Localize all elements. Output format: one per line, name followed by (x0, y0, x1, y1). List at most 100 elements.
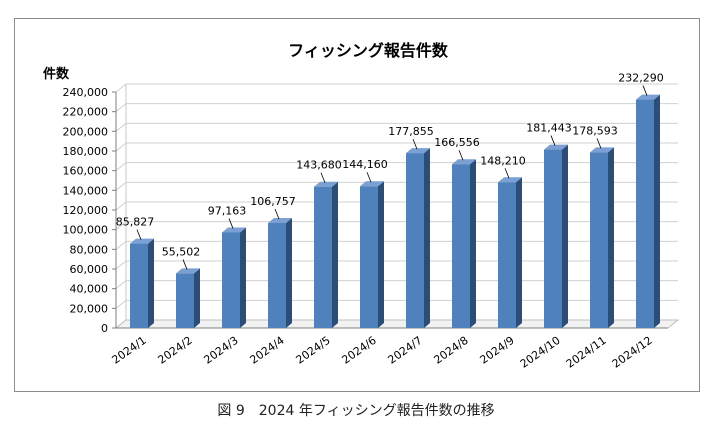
data-label-leader (320, 172, 326, 183)
figure-caption: 図 9 2024 年フィッシング報告件数の推移 (217, 403, 495, 419)
data-label: 148,210 (480, 154, 526, 167)
gridline-side (115, 83, 127, 93)
bar-top (452, 159, 476, 165)
bar (406, 148, 430, 328)
bar-top (498, 177, 522, 183)
chart-title: フィッシング報告件数 (288, 41, 449, 60)
bar-top (222, 227, 246, 233)
bar-side (562, 144, 568, 328)
y-tick-label: 160,000 (63, 165, 109, 178)
gridline-side (115, 122, 127, 132)
bar-front (544, 149, 562, 328)
data-label: 181,443 (526, 122, 572, 135)
gridline-side (115, 103, 127, 113)
data-label: 85,827 (116, 216, 155, 229)
y-tick-label: 200,000 (63, 125, 109, 138)
gridline-side (115, 201, 127, 211)
bar (360, 181, 384, 328)
data-label-leader (182, 259, 188, 270)
data-label-leader (274, 208, 280, 220)
x-tick-label: 2024/4 (248, 334, 287, 367)
bar-side (516, 177, 522, 328)
y-tick-label: 80,000 (70, 243, 109, 256)
data-label-leader (596, 138, 602, 149)
data-label: 55,502 (162, 245, 201, 258)
data-label: 97,163 (208, 204, 247, 217)
y-tick-label: 20,000 (70, 302, 109, 315)
bar-front (314, 186, 332, 328)
x-tick-label: 2024/1 (110, 334, 149, 367)
data-label-leader (642, 85, 648, 96)
chart-frame (14, 18, 700, 392)
y-tick-label: 140,000 (63, 184, 109, 197)
bar-front (268, 223, 286, 328)
x-tick-label: 2024/2 (156, 334, 195, 367)
x-tick-label: 2024/10 (518, 334, 563, 371)
bar-top (636, 94, 660, 100)
bar (636, 94, 660, 328)
y-tick-label: 120,000 (63, 204, 109, 217)
bar (544, 144, 568, 328)
bar-chart: 0 20,000 40,000 60,000 80,000 100,000 120,000 1… (43, 41, 680, 371)
bar-front (452, 164, 470, 328)
bar-top (360, 181, 384, 187)
data-label: 144,160 (342, 158, 388, 171)
bar (176, 268, 200, 328)
x-tick-label: 2024/12 (610, 334, 655, 371)
gridline-side (115, 299, 127, 309)
x-tick-label: 2024/9 (478, 334, 517, 367)
bar (130, 238, 154, 328)
x-tick-label: 2024/3 (202, 334, 241, 367)
bar-front (222, 232, 240, 328)
gridline-side (115, 162, 127, 172)
bar-side (194, 268, 200, 328)
bar-top (590, 147, 614, 153)
bar-side (470, 159, 476, 328)
y-axis-title: 件数 (43, 66, 70, 82)
bar (590, 147, 614, 328)
data-label: 166,556 (434, 136, 480, 149)
data-label: 106,757 (250, 195, 296, 208)
bar-top (314, 181, 338, 187)
gridline-side (115, 221, 127, 231)
y-tick-label: 100,000 (63, 224, 109, 237)
bar (452, 159, 476, 328)
bar-front (590, 152, 608, 328)
bar-side (148, 238, 154, 328)
bar-top (268, 218, 292, 224)
y-tick-label: 40,000 (70, 283, 109, 296)
data-label-leader (458, 150, 464, 161)
bar-side (378, 181, 384, 328)
bar-front (130, 243, 148, 328)
bar-top (406, 148, 430, 154)
gridline-side (115, 280, 127, 290)
bar-top (130, 238, 154, 244)
bar-front (360, 186, 378, 328)
y-tick-label: 60,000 (70, 263, 109, 276)
grid-layer (114, 83, 680, 329)
data-label: 177,855 (388, 125, 434, 138)
bar-front (498, 182, 516, 328)
bar-side (286, 218, 292, 328)
bar-front (176, 273, 194, 328)
x-tick-label: 2024/5 (294, 334, 333, 367)
gridline-side (115, 181, 127, 191)
bar-top (176, 268, 200, 274)
bar-front (406, 153, 424, 328)
bar (314, 181, 338, 328)
bar-side (240, 227, 246, 328)
y-tick-label: 220,000 (63, 106, 109, 119)
gridline-side (115, 142, 127, 152)
data-label: 178,593 (572, 124, 618, 137)
bar-layer (130, 94, 660, 328)
gridline-side (115, 260, 127, 270)
data-label: 232,290 (618, 72, 664, 85)
x-tick-label: 2024/7 (386, 334, 425, 367)
data-label-leader (412, 138, 418, 150)
data-label-leader (366, 172, 372, 183)
y-tick-label: 240,000 (63, 86, 109, 99)
bar (222, 227, 246, 328)
data-label: 143,680 (296, 159, 342, 172)
x-tick-label: 2024/8 (432, 334, 471, 367)
